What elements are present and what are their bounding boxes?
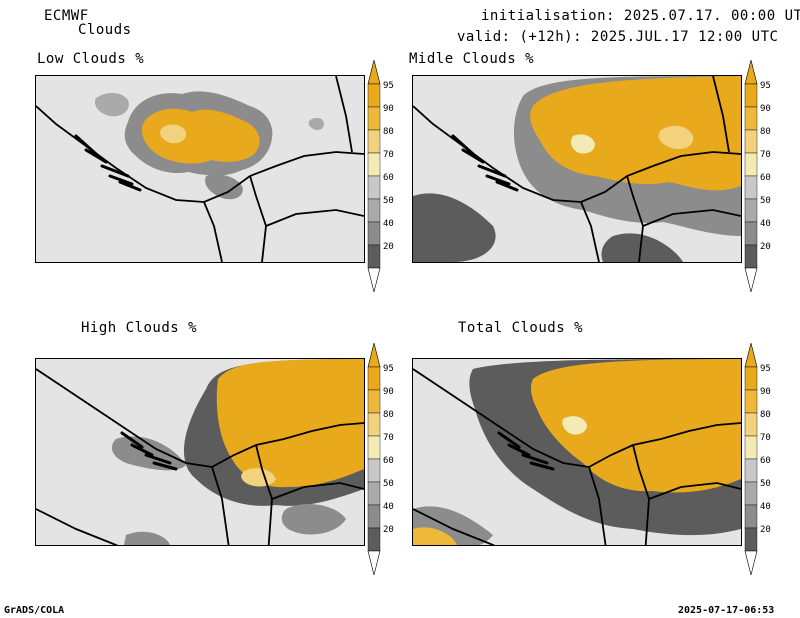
- panel-title-low-clouds: Low Clouds %: [37, 51, 145, 67]
- colorbar-segment: [367, 481, 381, 506]
- colorbar-tick-label: 70: [383, 150, 394, 160]
- colorbar-total-clouds: 95 90 80 70 60 50 40 20: [743, 343, 783, 575]
- colorbar-bottom-arrow: [744, 267, 758, 292]
- colorbar-tick-label: 90: [383, 387, 394, 397]
- colorbar-segment: [367, 152, 381, 177]
- panel-title-total-clouds: Total Clouds %: [458, 320, 584, 336]
- valid-time-label: valid: (+12h): 2025.JUL.17 12:00 UTC: [457, 29, 779, 45]
- colorbar-top-arrow: [367, 60, 381, 85]
- colorbar-segment: [367, 106, 381, 131]
- product-label: Clouds: [78, 22, 132, 38]
- colorbar-segment: [367, 175, 381, 200]
- colorbar-segment: [367, 458, 381, 483]
- colorbar-tick-label: 60: [383, 173, 394, 183]
- colorbar-tick-label: 95: [383, 81, 394, 91]
- colorbar-segment: [367, 129, 381, 154]
- colorbar-tick-label: 90: [760, 387, 771, 397]
- colorbar-tick-label: 80: [383, 127, 394, 137]
- colorbar-segment: [367, 504, 381, 529]
- colorbar-tick-label: 20: [383, 242, 394, 252]
- colorbar-segment: [744, 244, 758, 269]
- colorbar-segment: [367, 221, 381, 246]
- colorbar-segment: [744, 152, 758, 177]
- colorbar-tick-label: 95: [760, 81, 771, 91]
- map-panel-middle-clouds: [412, 75, 742, 263]
- colorbar-tick-label: 95: [760, 364, 771, 374]
- colorbar-tick-label: 95: [383, 364, 394, 374]
- colorbar-tick-label: 20: [760, 525, 771, 535]
- colorbar-segment: [367, 412, 381, 437]
- colorbar-top-arrow: [367, 343, 381, 368]
- colorbar-tick-label: 60: [383, 456, 394, 466]
- colorbar-top-arrow: [744, 60, 758, 85]
- colorbar-tick-label: 80: [383, 410, 394, 420]
- colorbar-segment: [744, 389, 758, 414]
- colorbar-tick-label: 60: [760, 456, 771, 466]
- colorbar-tick-label: 70: [383, 433, 394, 443]
- colorbar-tick-label: 50: [383, 196, 394, 206]
- colorbar-segment: [744, 527, 758, 552]
- map-panel-low-clouds: [35, 75, 365, 263]
- model-label: ECMWF: [44, 8, 89, 24]
- colorbar-segment: [744, 83, 758, 108]
- colorbar-segment: [367, 244, 381, 269]
- footer-software-label: GrADS/COLA: [4, 605, 65, 616]
- colorbar-tick-label: 50: [760, 479, 771, 489]
- colorbar-tick-label: 40: [383, 502, 394, 512]
- colorbar-segment: [744, 175, 758, 200]
- colorbar-segment: [744, 106, 758, 131]
- map-panel-high-clouds: [35, 358, 365, 546]
- colorbar-top-arrow: [744, 343, 758, 368]
- colorbar-segment: [744, 412, 758, 437]
- colorbar-tick-label: 20: [760, 242, 771, 252]
- initialisation-label: initialisation: 2025.07.17. 00:00 UTC: [481, 8, 800, 24]
- colorbar-bottom-arrow: [367, 550, 381, 575]
- footer-timestamp-label: 2025-07-17-06:53: [678, 605, 775, 616]
- colorbar-segment: [367, 366, 381, 391]
- colorbar-segment: [744, 504, 758, 529]
- colorbar-middle-clouds: 95 90 80 70 60 50 40 20: [743, 60, 783, 292]
- colorbar-segment: [367, 389, 381, 414]
- colorbar-low-clouds: 95 90 80 70 60 50 40 20: [366, 60, 406, 292]
- colorbar-segment: [744, 435, 758, 460]
- colorbar-segment: [744, 221, 758, 246]
- panel-title-high-clouds: High Clouds %: [81, 320, 198, 336]
- colorbar-tick-label: 80: [760, 127, 771, 137]
- colorbar-tick-label: 70: [760, 433, 771, 443]
- colorbar-bottom-arrow: [744, 550, 758, 575]
- colorbar-segment: [367, 435, 381, 460]
- colorbar-tick-label: 90: [760, 104, 771, 114]
- colorbar-tick-label: 20: [383, 525, 394, 535]
- colorbar-tick-label: 50: [383, 479, 394, 489]
- colorbar-tick-label: 70: [760, 150, 771, 160]
- colorbar-segment: [744, 129, 758, 154]
- map-panel-total-clouds: [412, 358, 742, 546]
- colorbar-tick-label: 50: [760, 196, 771, 206]
- colorbar-tick-label: 60: [760, 173, 771, 183]
- colorbar-segment: [744, 458, 758, 483]
- colorbar-tick-label: 90: [383, 104, 394, 114]
- colorbar-tick-label: 40: [760, 219, 771, 229]
- colorbar-segment: [744, 366, 758, 391]
- colorbar-tick-label: 80: [760, 410, 771, 420]
- colorbar-tick-label: 40: [383, 219, 394, 229]
- colorbar-bottom-arrow: [367, 267, 381, 292]
- colorbar-high-clouds: 95 90 80 70 60 50 40 20: [366, 343, 406, 575]
- colorbar-segment: [744, 481, 758, 506]
- colorbar-tick-label: 40: [760, 502, 771, 512]
- panel-title-middle-clouds: Midle Clouds %: [409, 51, 535, 67]
- colorbar-segment: [367, 527, 381, 552]
- colorbar-segment: [367, 83, 381, 108]
- colorbar-segment: [367, 198, 381, 223]
- colorbar-segment: [744, 198, 758, 223]
